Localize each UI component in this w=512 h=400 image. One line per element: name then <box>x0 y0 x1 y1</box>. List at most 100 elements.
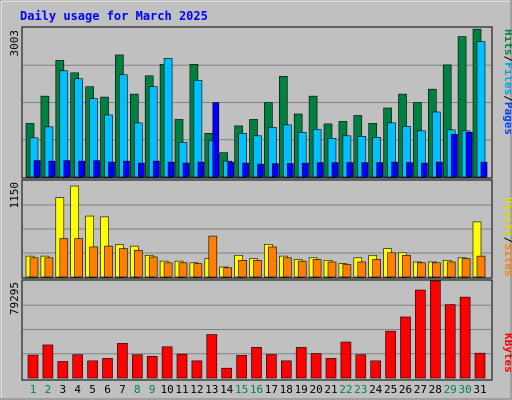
hits-files-pages-pages-bar-18 <box>286 163 294 178</box>
x-tick-label-17: 17 <box>265 383 278 396</box>
legend-files: Files <box>502 62 512 95</box>
kbytes-kbytes-bar-28 <box>429 280 441 379</box>
x-tick-label-23: 23 <box>354 383 367 396</box>
hits-files-pages-pages-bar-14 <box>227 161 234 178</box>
visits-sites-sites-bar-22 <box>342 264 352 278</box>
legend-sites: Sites <box>502 243 512 276</box>
panel-hits-ymax-label: 3003 <box>8 30 21 57</box>
kbytes-kbytes-bar-19 <box>295 347 307 379</box>
kbytes-kbytes-bar-13 <box>206 334 218 379</box>
kbytes-kbytes-bar-20 <box>310 353 322 379</box>
hits-files-pages-pages-bar-31 <box>480 161 488 178</box>
x-tick-label-22: 22 <box>339 383 352 396</box>
panel-visits-ymax-label: 1150 <box>8 182 21 209</box>
kbytes-kbytes-bar-8 <box>132 354 143 379</box>
hits-files-pages-pages-bar-16 <box>257 163 264 178</box>
kbytes-kbytes-bar-22 <box>340 341 352 379</box>
hits-files-pages-pages-bar-24 <box>376 162 384 178</box>
kbytes-kbytes-bar-24 <box>370 360 382 379</box>
panel-visits-legend: Visits/Sites <box>502 197 512 277</box>
visits-sites-sites-bar-17 <box>268 246 277 278</box>
visits-sites-sites-bar-15 <box>238 260 247 278</box>
visits-sites-sites-bar-3 <box>59 238 69 278</box>
hits-files-pages-pages-bar-13 <box>212 102 220 178</box>
kbytes-kbytes-bar-23 <box>355 354 367 379</box>
hits-files-pages-pages-bar-5 <box>93 160 100 178</box>
hits-files-pages-pages-bar-3 <box>63 160 71 178</box>
hits-files-pages-pages-bar-29 <box>450 134 458 178</box>
hits-files-pages-pages-bar-21 <box>331 162 339 178</box>
visits-sites-sites-bar-20 <box>312 259 322 278</box>
x-tick-label-21: 21 <box>324 383 337 396</box>
panel-hits-legend: Hits/Files/Pages <box>502 29 512 135</box>
visits-sites-sites-bar-31 <box>476 255 486 278</box>
visits-sites-sites-bar-5 <box>89 246 98 278</box>
hits-files-pages-pages-bar-19 <box>301 162 309 178</box>
hits-files-pages-pages-bar-30 <box>465 132 473 178</box>
x-tick-label-31: 31 <box>473 383 486 396</box>
kbytes-kbytes-bar-31 <box>474 352 486 379</box>
visits-sites-sites-bar-9 <box>148 256 158 278</box>
x-tick-label-27: 27 <box>414 383 427 396</box>
visits-sites-sites-bar-14 <box>223 267 232 278</box>
x-tick-label-13: 13 <box>205 383 218 396</box>
kbytes-kbytes-bar-15 <box>236 355 247 379</box>
x-tick-label-30: 30 <box>458 383 471 396</box>
hits-files-pages-pages-bar-8 <box>138 162 145 178</box>
chart-title: Daily usage for March 2025 <box>20 9 208 23</box>
kbytes-kbytes-bar-6 <box>102 358 113 379</box>
kbytes-kbytes-bar-26 <box>400 316 411 379</box>
x-tick-label-8: 8 <box>134 383 141 396</box>
x-tick-label-1: 1 <box>30 383 37 396</box>
kbytes-kbytes-bar-11 <box>176 353 188 379</box>
x-tick-label-24: 24 <box>369 383 383 396</box>
hits-files-pages-pages-bar-17 <box>272 163 279 178</box>
hits-files-pages-pages-bar-10 <box>167 161 175 178</box>
hits-files-pages-files-bar-10 <box>163 58 173 178</box>
kbytes-kbytes-bar-5 <box>87 360 98 379</box>
kbytes-kbytes-bar-27 <box>415 289 426 379</box>
x-axis-labels: 1 2 3 4 5 6 7 8 9 10 11 12 13 14 15 16 17 18 19 20 21 22 23 24 2… <box>30 383 487 396</box>
hits-files-pages-pages-bar-9 <box>152 160 160 178</box>
x-tick-label-20: 20 <box>309 383 322 396</box>
kbytes-kbytes-bar-25 <box>385 330 396 379</box>
hits-files-pages-pages-bar-23 <box>361 162 369 178</box>
legend-visits: Visits <box>502 197 512 237</box>
visits-sites-sites-bar-25 <box>387 252 396 278</box>
kbytes-kbytes-bar-29 <box>444 304 456 379</box>
hits-files-pages-pages-bar-4 <box>78 160 85 178</box>
hits-files-pages-pages-bar-28 <box>435 161 443 178</box>
visits-sites-sites-bar-16 <box>253 260 262 278</box>
visits-sites-sites-bar-28 <box>431 262 441 278</box>
x-tick-label-19: 19 <box>295 383 308 396</box>
visits-sites-sites-bar-8 <box>134 249 143 278</box>
x-tick-label-28: 28 <box>429 383 442 396</box>
legend-kbytes: KBytes <box>502 333 512 373</box>
x-tick-label-12: 12 <box>190 383 203 396</box>
visits-sites-sites-bar-18 <box>282 257 292 278</box>
kbytes-kbytes-bar-2 <box>42 344 54 379</box>
visits-sites-sites-bar-12 <box>193 263 203 278</box>
kbytes-kbytes-bar-7 <box>117 343 128 379</box>
kbytes-kbytes-bar-21 <box>325 358 337 379</box>
x-tick-label-16: 16 <box>250 383 263 396</box>
kbytes-kbytes-bar-1 <box>27 354 39 379</box>
x-tick-label-4: 4 <box>74 383 81 396</box>
panel-kbytes-ymax-label: 79295 <box>8 282 21 315</box>
hits-files-pages-pages-bar-15 <box>242 162 249 178</box>
x-tick-label-9: 9 <box>149 383 156 396</box>
x-tick-label-11: 11 <box>175 383 188 396</box>
legend-sep-3: / <box>502 237 512 244</box>
kbytes-kbytes-bar-10 <box>161 346 173 379</box>
kbytes-kbytes-bar-16 <box>251 347 262 379</box>
kbytes-kbytes-bar-12 <box>191 360 203 379</box>
visits-sites-sites-bar-29 <box>446 261 456 278</box>
kbytes-kbytes-bar-4 <box>72 354 83 379</box>
panel-kbytes-legend: KBytes <box>502 333 512 373</box>
x-tick-label-2: 2 <box>45 383 52 396</box>
visits-sites-sites-bar-13 <box>208 235 218 278</box>
bars-layer <box>23 28 491 379</box>
hits-files-pages-pages-bar-26 <box>406 162 413 178</box>
legend-sep-2: / <box>502 95 512 102</box>
